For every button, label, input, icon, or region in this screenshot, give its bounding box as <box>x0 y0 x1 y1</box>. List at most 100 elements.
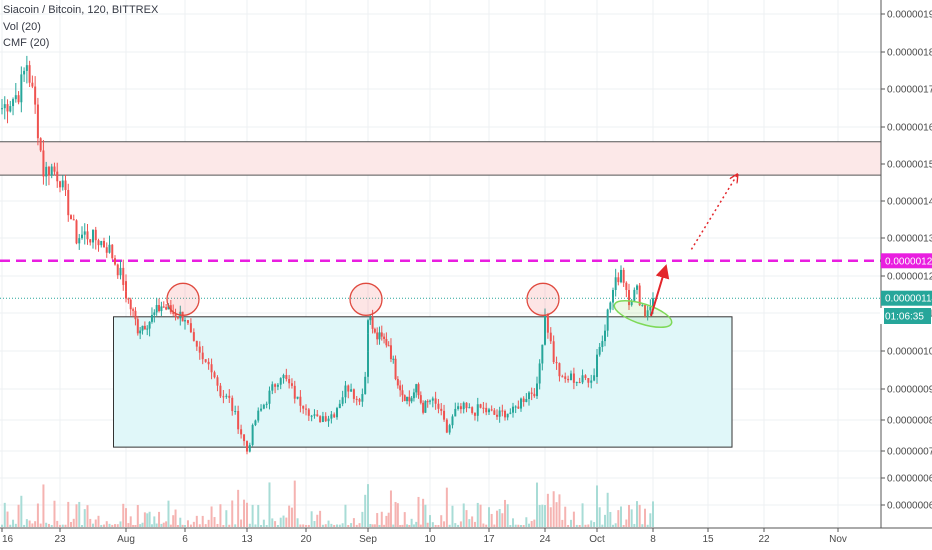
candle-body <box>454 408 457 417</box>
candle-body <box>47 166 50 176</box>
candle-body <box>512 406 514 413</box>
last-price-tag[interactable]: 0.00000114 <box>881 290 932 306</box>
candle-body <box>528 392 530 400</box>
volume-bar <box>23 524 26 527</box>
candle-body <box>305 408 307 410</box>
candle-body <box>440 408 443 411</box>
candle-body <box>544 314 546 345</box>
volume-bar <box>622 525 625 527</box>
candle-body <box>604 330 606 342</box>
volume-bar <box>593 522 596 527</box>
countdown-tag[interactable]: 01:06:35 <box>880 308 931 324</box>
volume-bar <box>148 511 151 527</box>
candle-body <box>429 400 431 402</box>
cmf-indicator-label[interactable]: CMF (20) <box>3 37 50 49</box>
range-box[interactable] <box>113 316 733 448</box>
candle-body <box>307 409 310 416</box>
volume-bar <box>132 524 135 527</box>
candle-body <box>234 410 237 412</box>
volume-bar <box>336 524 338 527</box>
volume-bar <box>210 506 213 527</box>
symbol-title[interactable]: Siacoin / Bitcoin, 120, BITTREX <box>3 4 159 16</box>
candle-body <box>67 189 70 216</box>
candle-body <box>530 392 533 394</box>
candle-body <box>417 384 420 396</box>
candle-body <box>330 414 333 419</box>
candle-body <box>260 408 263 411</box>
volume-bar <box>630 509 633 527</box>
volume-bar <box>184 524 186 527</box>
candle-body <box>584 375 587 379</box>
candle-body <box>290 383 293 386</box>
volume-bar <box>285 517 288 527</box>
projection-arrow[interactable] <box>650 264 670 317</box>
candle-body <box>636 285 638 290</box>
candle-body <box>3 104 6 109</box>
candle-body <box>514 406 517 408</box>
candle-body <box>125 291 127 299</box>
volume-bar <box>45 522 48 527</box>
candle-body <box>546 314 549 333</box>
candle-body <box>403 395 406 402</box>
candle-body <box>541 344 544 364</box>
candle-body <box>213 372 216 378</box>
candle-body <box>89 239 92 243</box>
candle-body <box>319 416 322 423</box>
volume-bar <box>471 516 474 527</box>
candle-body <box>443 410 446 420</box>
volume-bar <box>169 524 172 527</box>
volume-bar <box>415 521 418 527</box>
grid <box>0 0 881 527</box>
candle-body <box>424 401 427 413</box>
candle-body <box>641 305 644 307</box>
volume-bar <box>75 504 78 527</box>
candle-body <box>53 166 56 172</box>
volume-bar <box>555 502 558 527</box>
touch-circle[interactable] <box>166 282 200 316</box>
candle-body <box>399 385 402 391</box>
touch-circle[interactable] <box>526 282 560 316</box>
volume-bar <box>78 501 81 527</box>
candle-body <box>431 398 434 401</box>
volume-bar <box>352 518 355 527</box>
volume-bar <box>462 503 465 527</box>
candle-body <box>198 346 201 353</box>
volume-bar <box>387 512 390 527</box>
drawing-layer <box>0 141 881 448</box>
volume-bar <box>201 515 204 527</box>
volume-bar <box>406 524 409 527</box>
candle-body <box>622 269 625 283</box>
highlight-ellipse[interactable] <box>611 295 674 333</box>
candle-body <box>228 395 231 398</box>
candle-body <box>279 378 282 385</box>
candle-body <box>567 378 570 381</box>
touch-circle[interactable] <box>349 282 383 316</box>
volume-bar <box>61 524 64 527</box>
time-tick-label: 10 <box>424 534 436 545</box>
candle-body <box>160 306 163 312</box>
volume-bar <box>165 521 168 527</box>
volume-bar <box>638 504 641 527</box>
volume-bar <box>422 498 425 527</box>
candle-body <box>620 269 622 283</box>
volume-bar <box>434 524 437 527</box>
target-price-tag[interactable]: 0.00000124 <box>881 253 932 269</box>
price-tick-label: 0.00000074 <box>887 447 932 458</box>
candle-body <box>462 402 465 410</box>
candle-body <box>282 375 285 379</box>
candle-body <box>612 289 614 303</box>
volume-indicator-label[interactable]: Vol (20) <box>3 20 41 33</box>
candle-body <box>601 341 604 347</box>
candle-body <box>231 397 234 412</box>
resistance-zone[interactable] <box>0 141 881 176</box>
volume-bar <box>496 510 498 527</box>
volume-bar <box>34 521 37 527</box>
candle-body <box>299 396 302 406</box>
time-tick-label: Aug <box>117 534 135 545</box>
volume-bar <box>448 524 451 527</box>
